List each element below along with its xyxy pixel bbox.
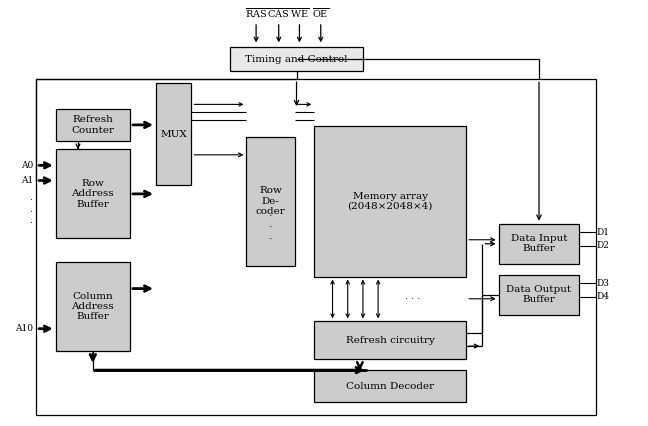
Bar [156, 83, 191, 185]
Bar [36, 79, 596, 414]
Text: D2: D2 [597, 241, 610, 250]
Text: $\overline{\mathregular{RAS}}$: $\overline{\mathregular{RAS}}$ [244, 6, 268, 20]
Bar [314, 321, 467, 360]
Text: Refresh
Counter: Refresh Counter [71, 115, 114, 135]
Bar [56, 149, 130, 239]
Text: D1: D1 [597, 228, 610, 237]
Text: ·
·
·: · · · [30, 195, 32, 228]
Bar [498, 275, 579, 315]
Bar [246, 137, 295, 266]
Bar [56, 109, 130, 141]
Text: $\overline{\mathregular{CAS}}$: $\overline{\mathregular{CAS}}$ [267, 6, 290, 20]
Text: A0: A0 [21, 161, 33, 170]
Bar [498, 224, 579, 264]
Text: Memory array
(2048×2048×4): Memory array (2048×2048×4) [347, 192, 433, 211]
Text: Column
Address
Buffer: Column Address Buffer [71, 291, 114, 321]
Text: D3: D3 [597, 279, 610, 288]
Text: MUX: MUX [160, 130, 187, 139]
Text: $\overline{\mathregular{OE}}$: $\overline{\mathregular{OE}}$ [312, 6, 329, 20]
Text: D4: D4 [597, 292, 610, 301]
Text: Row
De-
coder: Row De- coder [256, 187, 286, 216]
Bar [314, 370, 467, 402]
Text: · · ·: · · · [406, 294, 421, 304]
Text: Column Decoder: Column Decoder [346, 382, 434, 391]
Bar [230, 47, 363, 71]
Bar [314, 126, 467, 277]
Text: ·
·
·: · · · [269, 210, 272, 244]
Text: Data Output
Buffer: Data Output Buffer [507, 285, 572, 305]
Bar [56, 262, 130, 351]
Text: Data Input
Buffer: Data Input Buffer [511, 234, 567, 253]
Text: A10: A10 [15, 324, 33, 333]
Text: A1: A1 [21, 176, 33, 185]
Text: Row
Address
Buffer: Row Address Buffer [71, 179, 114, 209]
Text: Refresh circuitry: Refresh circuitry [346, 336, 435, 345]
Text: Timing and Control: Timing and Control [246, 55, 348, 63]
Text: $\overline{\mathregular{WE}}$: $\overline{\mathregular{WE}}$ [290, 6, 309, 20]
